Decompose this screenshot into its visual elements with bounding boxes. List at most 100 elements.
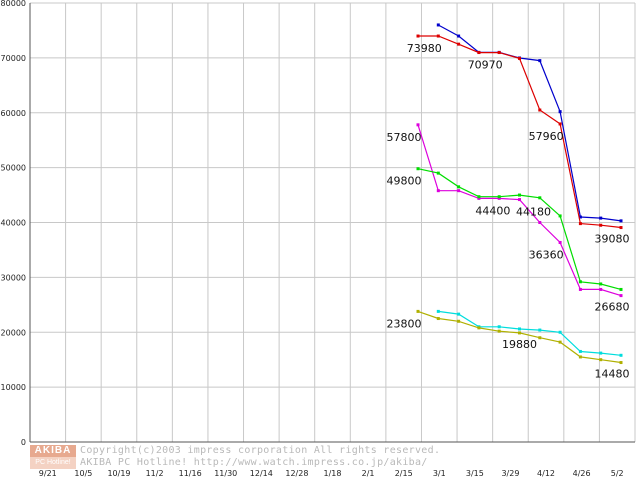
series-point-0 (599, 216, 603, 220)
x-tick-label: 10/19 (107, 469, 130, 478)
data-label: 26680 (595, 301, 630, 314)
series-point-1 (416, 34, 420, 38)
y-tick-label: 50000 (1, 164, 26, 173)
series-point-0 (558, 110, 562, 114)
series-point-0 (457, 34, 461, 38)
series-point-2 (457, 189, 461, 193)
series-point-5 (497, 329, 501, 333)
series-point-4 (538, 328, 542, 332)
series-point-2 (599, 287, 603, 291)
series-point-5 (578, 355, 582, 359)
series-point-5 (619, 361, 623, 365)
series-point-5 (457, 319, 461, 323)
copyright-line: Copyright(c)2003 impress corporation All… (80, 445, 441, 456)
series-point-5 (436, 317, 440, 321)
x-tick-label: 3/1 (433, 469, 446, 478)
series-point-2 (436, 189, 440, 193)
series-point-3 (477, 195, 481, 199)
data-label: 19880 (502, 338, 537, 351)
y-tick-label: 20000 (1, 328, 26, 337)
data-label: 57800 (387, 131, 422, 144)
data-label: 49800 (387, 175, 422, 188)
x-tick-label: 1/18 (324, 469, 342, 478)
series-point-4 (457, 312, 461, 316)
series-point-2 (518, 198, 521, 202)
y-tick-label: 30000 (1, 273, 26, 282)
series-point-3 (599, 282, 603, 286)
series-point-5 (558, 340, 562, 344)
x-tick-label: 12/28 (285, 469, 308, 478)
y-tick-label: 70000 (1, 54, 26, 63)
series-point-1 (477, 51, 481, 55)
series-point-0 (578, 215, 582, 219)
series-point-1 (599, 223, 603, 227)
series-point-5 (477, 326, 481, 330)
data-label: 44400 (475, 204, 510, 217)
x-tick-label: 11/16 (179, 469, 202, 478)
x-tick-label: 5/2 (611, 469, 624, 478)
copyright-footer: AKIBA PC Hotline! Copyright(c)2003 impre… (30, 445, 630, 469)
data-label: 70970 (468, 59, 503, 72)
series-point-1 (497, 51, 501, 55)
data-label: 73980 (407, 42, 442, 55)
x-tick-label: 2/15 (395, 469, 413, 478)
series-point-3 (538, 196, 542, 200)
series-point-3 (416, 167, 420, 171)
series-point-3 (619, 287, 623, 291)
series-point-1 (436, 34, 440, 38)
series-point-0 (436, 23, 440, 27)
data-label: 44180 (516, 206, 551, 219)
series-point-5 (538, 336, 542, 340)
x-tick-label: 3/15 (466, 469, 484, 478)
x-tick-label: 11/30 (214, 469, 237, 478)
x-tick-label: 2/1 (362, 469, 375, 478)
series-point-4 (599, 351, 603, 355)
series-point-3 (436, 171, 440, 175)
y-tick-label: 10000 (1, 383, 26, 392)
series-point-1 (558, 122, 562, 126)
x-tick-label: 11/2 (146, 469, 164, 478)
x-tick-label: 10/5 (74, 469, 92, 478)
y-tick-label: 60000 (1, 109, 26, 118)
series-point-4 (619, 353, 623, 357)
data-label: 14480 (595, 368, 630, 381)
series-point-2 (558, 240, 562, 244)
series-point-0 (538, 59, 542, 63)
series-point-5 (599, 358, 603, 362)
series-point-1 (518, 56, 521, 60)
series-point-3 (518, 193, 521, 197)
data-labels: 73980 70970 57960 39080 57800 49800 44400 44180… (387, 42, 630, 381)
series-point-0 (619, 219, 623, 223)
series-point-4 (558, 330, 562, 334)
series-point-3 (497, 195, 501, 199)
series-point-2 (578, 287, 582, 291)
series-point-3 (578, 280, 582, 284)
data-label: 57960 (529, 130, 564, 143)
data-label: 36360 (529, 248, 564, 261)
x-tick-label: 9/21 (39, 469, 57, 478)
series-point-2 (497, 196, 501, 200)
series-point-2 (538, 221, 542, 224)
y-tick-label: 80000 (1, 0, 26, 8)
logo-top-text: AKIBA (30, 445, 76, 457)
series-point-5 (518, 331, 521, 335)
series-point-2 (477, 196, 481, 200)
series-point-3 (558, 214, 562, 218)
y-tick-label: 0 (21, 438, 26, 447)
series-point-2 (619, 294, 623, 298)
data-label: 23800 (387, 317, 422, 330)
series-point-1 (538, 108, 542, 112)
data-series (416, 23, 623, 365)
series-point-4 (518, 327, 521, 331)
x-tick-label: 4/12 (537, 469, 555, 478)
series-line-0 (438, 24, 622, 222)
series-point-1 (578, 222, 582, 226)
series-point-1 (457, 42, 461, 46)
logo-bottom-text: PC Hotline! (30, 457, 76, 469)
series-point-4 (436, 309, 440, 313)
series-point-5 (416, 309, 420, 313)
series-point-2 (416, 123, 420, 127)
x-tick-label: 12/14 (250, 469, 273, 478)
